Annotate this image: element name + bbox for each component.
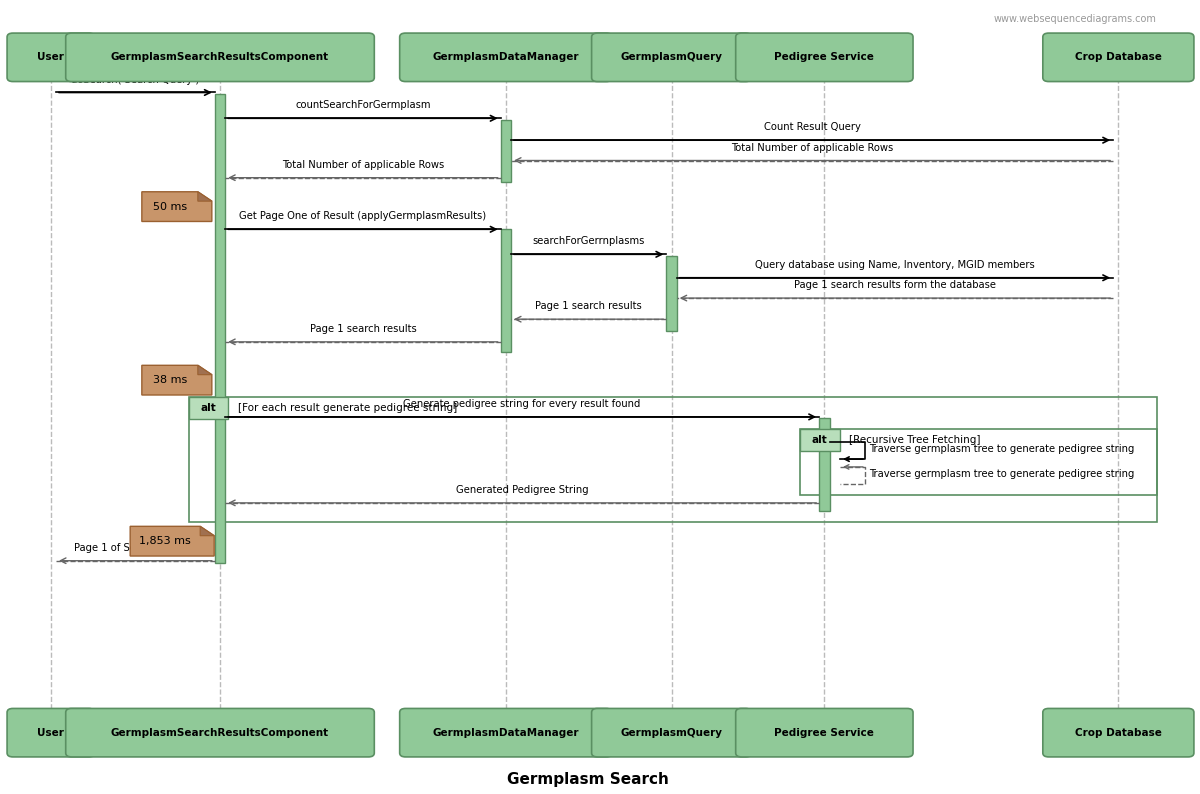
- FancyBboxPatch shape: [7, 708, 95, 757]
- Text: Generated Pedigree String: Generated Pedigree String: [456, 485, 588, 495]
- Text: User: User: [37, 727, 65, 738]
- Bar: [500, 120, 511, 183]
- Text: Page 1 search results: Page 1 search results: [310, 324, 416, 334]
- Text: 1,853 ms: 1,853 ms: [139, 536, 191, 546]
- Text: doSearch( Search Query ): doSearch( Search Query ): [71, 75, 199, 85]
- Bar: [800, 429, 840, 450]
- FancyBboxPatch shape: [66, 33, 374, 82]
- Text: User: User: [37, 52, 65, 62]
- Text: alt: alt: [812, 434, 828, 445]
- Text: Traverse germplasm tree to generate pedigree string: Traverse germplasm tree to generate pedi…: [869, 445, 1135, 454]
- Polygon shape: [130, 526, 214, 556]
- Bar: [215, 94, 226, 563]
- Polygon shape: [198, 192, 212, 201]
- FancyBboxPatch shape: [400, 33, 612, 82]
- Text: GermplasmSearchResultsComponent: GermplasmSearchResultsComponent: [110, 727, 329, 738]
- Text: GermplasmSearchResultsComponent: GermplasmSearchResultsComponent: [110, 52, 329, 62]
- Text: alt: alt: [200, 403, 216, 414]
- Text: searchForGerrnplasms: searchForGerrnplasms: [533, 237, 644, 246]
- FancyBboxPatch shape: [1043, 708, 1194, 757]
- Text: 38 ms: 38 ms: [152, 375, 187, 385]
- Text: Pedigree Service: Pedigree Service: [774, 727, 875, 738]
- Text: Crop Database: Crop Database: [1075, 727, 1162, 738]
- FancyBboxPatch shape: [592, 708, 751, 757]
- Bar: [188, 397, 1157, 522]
- Text: [For each result generate pedigree string]: [For each result generate pedigree strin…: [238, 403, 457, 414]
- Text: GermplasmQuery: GermplasmQuery: [620, 52, 722, 62]
- Text: Total Number of applicable Rows: Total Number of applicable Rows: [731, 143, 893, 152]
- Text: [Recursive Tree Fetching]: [Recursive Tree Fetching]: [848, 434, 980, 445]
- Polygon shape: [200, 526, 214, 536]
- Text: 50 ms: 50 ms: [152, 202, 187, 212]
- Text: Get Page One of Result (applyGermplasmResults): Get Page One of Result (applyGermplasmRe…: [239, 211, 486, 222]
- Text: Page 1 search results: Page 1 search results: [535, 302, 642, 311]
- Polygon shape: [142, 192, 212, 222]
- FancyBboxPatch shape: [66, 708, 374, 757]
- Bar: [500, 229, 511, 352]
- Text: Count Result Query: Count Result Query: [763, 122, 860, 133]
- FancyBboxPatch shape: [400, 708, 612, 757]
- Text: GermplasmQuery: GermplasmQuery: [620, 727, 722, 738]
- Text: Page 1 search results form the database: Page 1 search results form the database: [794, 280, 996, 291]
- Bar: [666, 256, 677, 331]
- Text: Crop Database: Crop Database: [1075, 52, 1162, 62]
- Text: www.websequencediagrams.com: www.websequencediagrams.com: [994, 13, 1157, 24]
- Text: Generate pedigree string for every result found: Generate pedigree string for every resul…: [403, 399, 641, 409]
- Text: Page 1 of Search Results: Page 1 of Search Results: [74, 543, 197, 553]
- FancyBboxPatch shape: [736, 708, 913, 757]
- Bar: [800, 429, 1157, 495]
- Bar: [820, 418, 829, 511]
- Text: GermplasmDataManager: GermplasmDataManager: [432, 727, 580, 738]
- Text: GermplasmDataManager: GermplasmDataManager: [432, 52, 580, 62]
- FancyBboxPatch shape: [7, 33, 95, 82]
- Bar: [188, 397, 228, 419]
- FancyBboxPatch shape: [592, 33, 751, 82]
- FancyBboxPatch shape: [736, 33, 913, 82]
- Text: Total Number of applicable Rows: Total Number of applicable Rows: [282, 160, 444, 170]
- Text: Pedigree Service: Pedigree Service: [774, 52, 875, 62]
- Text: Query database using Name, Inventory, MGID members: Query database using Name, Inventory, MG…: [755, 260, 1034, 270]
- Text: Traverse germplasm tree to generate pedigree string: Traverse germplasm tree to generate pedi…: [869, 469, 1135, 480]
- Text: Germplasm Search: Germplasm Search: [506, 772, 668, 787]
- Polygon shape: [198, 365, 212, 375]
- Text: countSearchForGermplasm: countSearchForGermplasm: [295, 101, 431, 110]
- Polygon shape: [142, 365, 212, 395]
- FancyBboxPatch shape: [1043, 33, 1194, 82]
